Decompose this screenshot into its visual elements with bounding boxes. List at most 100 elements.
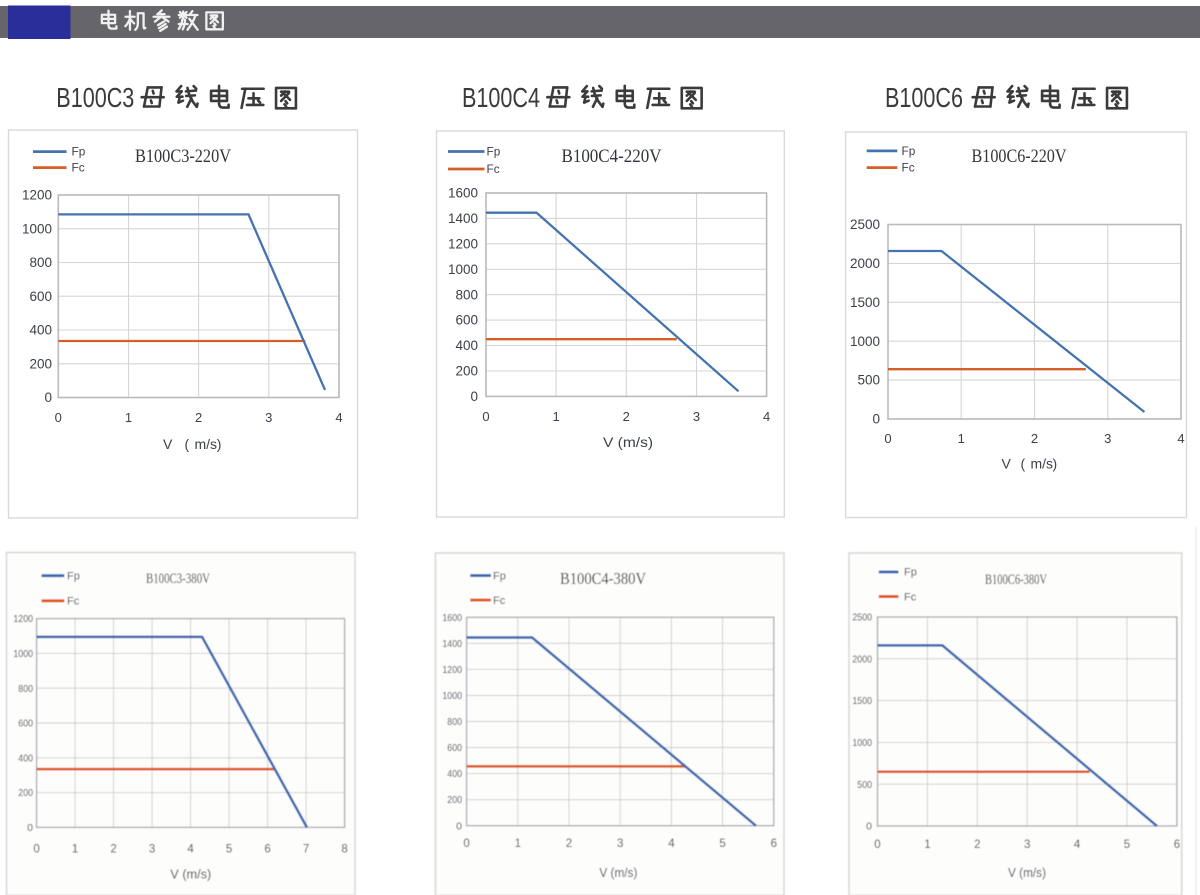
svg-text:0: 0 <box>874 839 880 851</box>
svg-text:400: 400 <box>18 752 33 764</box>
svg-text:2: 2 <box>566 838 572 850</box>
svg-text:1000: 1000 <box>448 262 478 277</box>
svg-text:1: 1 <box>552 409 559 424</box>
svg-text:3: 3 <box>693 409 700 424</box>
svg-text:400: 400 <box>29 323 52 338</box>
svg-text:0: 0 <box>33 844 39 856</box>
svg-text:2000: 2000 <box>852 653 872 665</box>
svg-text:B100C3-380V: B100C3-380V <box>146 571 210 587</box>
svg-text:1000: 1000 <box>442 690 462 702</box>
svg-text:600: 600 <box>29 289 52 304</box>
svg-text:1200: 1200 <box>13 613 33 625</box>
svg-text:2: 2 <box>974 839 980 851</box>
svg-text:5: 5 <box>719 838 725 850</box>
svg-text:0: 0 <box>884 431 891 446</box>
svg-text:1500: 1500 <box>850 295 880 310</box>
svg-text:3: 3 <box>1104 431 1111 446</box>
svg-text:2: 2 <box>623 409 630 424</box>
svg-text:Fp: Fp <box>487 145 501 159</box>
svg-text:8: 8 <box>341 844 347 856</box>
svg-text:1000: 1000 <box>22 221 52 236</box>
svg-text:4: 4 <box>1177 431 1184 446</box>
svg-text:V (m/s): V (m/s) <box>599 865 637 880</box>
svg-text:Fp: Fp <box>72 145 86 159</box>
svg-text:1200: 1200 <box>442 664 462 676</box>
svg-text:600: 600 <box>455 313 478 328</box>
svg-text:6: 6 <box>264 844 270 856</box>
svg-text:0: 0 <box>44 390 52 405</box>
svg-text:2000: 2000 <box>850 256 880 271</box>
svg-text:1400: 1400 <box>448 211 478 226</box>
svg-text:B100C4-220V: B100C4-220V <box>562 147 663 167</box>
svg-text:V (m/s): V (m/s) <box>603 434 653 450</box>
svg-text:0: 0 <box>866 821 872 833</box>
svg-text:4: 4 <box>763 409 770 424</box>
svg-text:400: 400 <box>447 768 462 780</box>
svg-text:Fp: Fp <box>493 570 506 582</box>
svg-text:0: 0 <box>463 838 469 850</box>
svg-text:0: 0 <box>482 409 489 424</box>
svg-text:3: 3 <box>617 838 623 850</box>
svg-text:1: 1 <box>125 410 132 425</box>
svg-text:3: 3 <box>149 844 155 856</box>
svg-text:1600: 1600 <box>448 186 478 201</box>
svg-text:500: 500 <box>857 373 880 388</box>
svg-text:600: 600 <box>447 742 462 754</box>
svg-text:1000: 1000 <box>13 648 33 660</box>
svg-text:3: 3 <box>265 410 272 425</box>
svg-text:1: 1 <box>72 844 78 856</box>
svg-text:1600: 1600 <box>442 612 462 624</box>
svg-text:B100C6-380V: B100C6-380V <box>985 572 1047 588</box>
svg-text:4: 4 <box>187 844 194 856</box>
svg-text:200: 200 <box>29 356 52 371</box>
svg-text:5: 5 <box>1124 839 1130 851</box>
svg-text:B100C3: B100C3 <box>56 82 134 113</box>
svg-text:3: 3 <box>1024 839 1030 851</box>
svg-text:6: 6 <box>1174 839 1180 851</box>
svg-text:1: 1 <box>958 431 965 446</box>
svg-text:V(m/s): V(m/s) <box>1002 456 1058 472</box>
svg-text:2: 2 <box>195 410 202 425</box>
svg-text:V(m/s): V(m/s) <box>163 436 221 452</box>
svg-text:B100C6-220V: B100C6-220V <box>972 147 1068 167</box>
svg-text:0: 0 <box>27 822 33 834</box>
svg-text:1: 1 <box>924 839 930 851</box>
svg-text:B100C6: B100C6 <box>885 82 963 113</box>
svg-text:2: 2 <box>110 844 116 856</box>
svg-text:1000: 1000 <box>852 737 872 749</box>
svg-text:800: 800 <box>447 716 462 728</box>
svg-text:B100C4: B100C4 <box>462 82 540 113</box>
svg-text:800: 800 <box>29 255 52 270</box>
svg-text:0: 0 <box>456 820 462 832</box>
svg-text:4: 4 <box>668 838 675 850</box>
svg-text:Fp: Fp <box>902 144 916 158</box>
svg-text:Fp: Fp <box>904 567 917 579</box>
svg-text:200: 200 <box>447 794 462 806</box>
svg-text:0: 0 <box>55 410 62 425</box>
svg-text:B100C4-380V: B100C4-380V <box>560 569 647 588</box>
svg-text:5: 5 <box>226 844 232 856</box>
svg-text:1500: 1500 <box>852 695 872 707</box>
svg-text:2500: 2500 <box>850 217 880 232</box>
svg-text:7: 7 <box>303 844 309 856</box>
svg-text:V (m/s): V (m/s) <box>1008 865 1046 880</box>
svg-text:Fc: Fc <box>904 591 917 603</box>
svg-text:4: 4 <box>335 410 342 425</box>
svg-text:500: 500 <box>857 779 872 791</box>
svg-text:4: 4 <box>1074 839 1081 851</box>
svg-text:2500: 2500 <box>852 612 872 624</box>
svg-text:200: 200 <box>18 787 33 799</box>
svg-text:400: 400 <box>455 338 478 353</box>
svg-text:Fc: Fc <box>902 161 915 175</box>
svg-text:V (m/s): V (m/s) <box>170 867 211 882</box>
svg-text:800: 800 <box>18 683 33 695</box>
svg-text:Fp: Fp <box>67 570 80 582</box>
svg-text:B100C3-220V: B100C3-220V <box>135 147 232 167</box>
svg-text:200: 200 <box>455 364 478 379</box>
svg-text:Fc: Fc <box>493 595 506 607</box>
svg-text:6: 6 <box>771 838 777 850</box>
svg-text:1: 1 <box>515 838 521 850</box>
svg-text:800: 800 <box>455 287 478 302</box>
svg-text:Fc: Fc <box>487 162 500 176</box>
svg-text:1000: 1000 <box>850 334 880 349</box>
